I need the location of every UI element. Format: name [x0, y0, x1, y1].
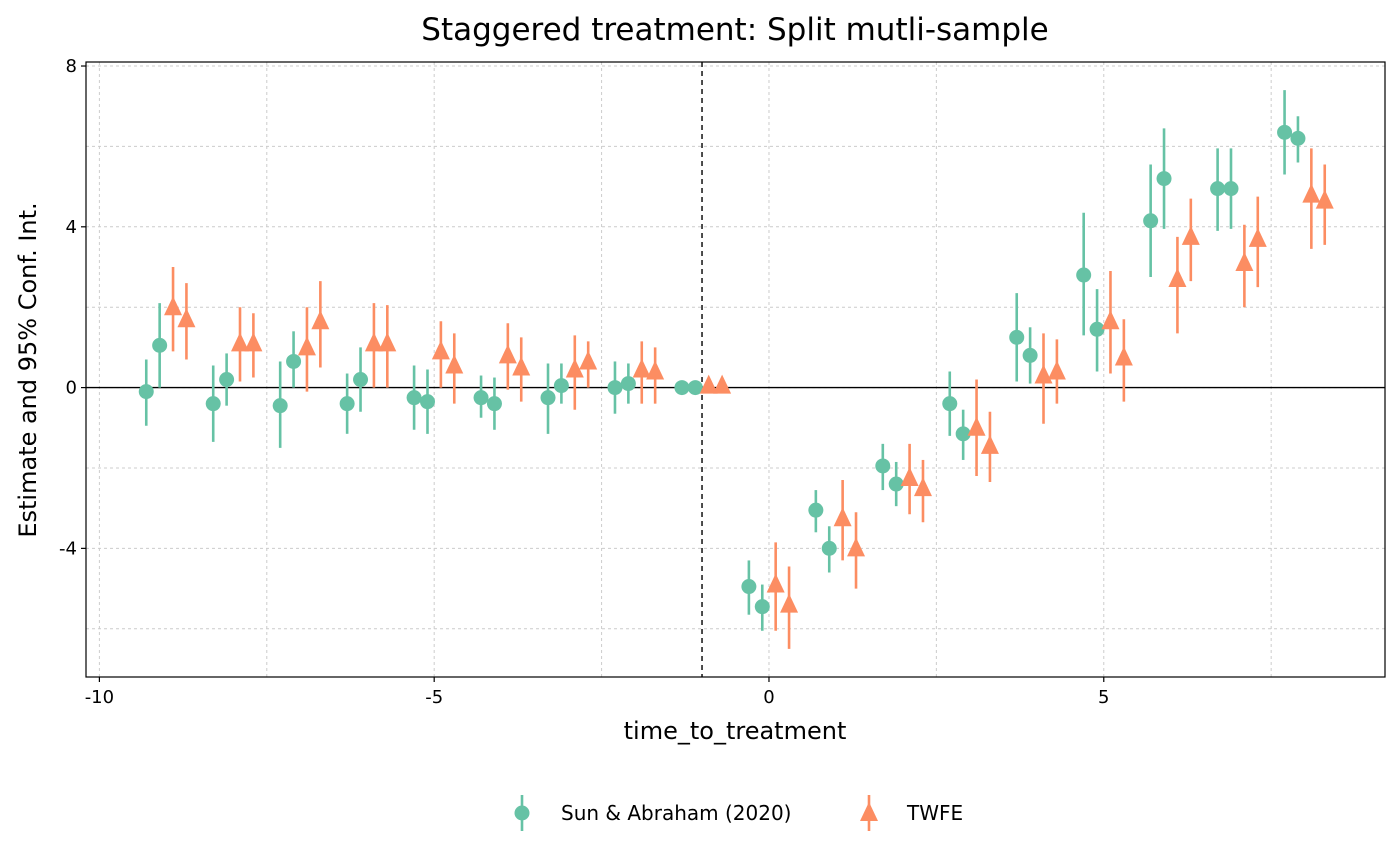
sa-point [286, 353, 302, 369]
twfe-point [1181, 225, 1200, 245]
twfe-point [364, 332, 383, 352]
x-axis-label: time_to_treatment [624, 717, 847, 745]
twfe-point [244, 332, 263, 352]
chart-title: Staggered treatment: Split mutli-sample [421, 12, 1048, 48]
sa-point [419, 394, 435, 410]
sa-point [1089, 321, 1105, 337]
twfe-point [565, 358, 584, 378]
twfe-point [297, 336, 316, 356]
twfe-point [900, 467, 919, 487]
sa-point [406, 390, 422, 406]
grid-lines [86, 62, 1385, 677]
twfe-point [164, 296, 183, 316]
twfe-point [431, 340, 450, 360]
sa-point [607, 380, 623, 396]
x-tick-label: -5 [425, 687, 443, 708]
twfe-point [1114, 346, 1133, 366]
sa-point [888, 476, 904, 492]
twfe-point [699, 374, 718, 394]
twfe-point [378, 332, 397, 352]
sa-point [821, 540, 837, 556]
sa-point [1277, 124, 1293, 140]
twfe-point [1235, 251, 1254, 271]
twfe-point [311, 310, 330, 330]
sa-point [486, 396, 502, 412]
twfe-point [766, 573, 785, 593]
plot-panel-border [85, 61, 1386, 678]
twfe-point [1248, 227, 1267, 247]
sa-point [219, 372, 235, 388]
twfe-point [1168, 268, 1187, 288]
sa-point [1009, 329, 1025, 345]
legend-label-twfe: TWFE [906, 801, 963, 825]
twfe-point [1302, 183, 1321, 203]
legend-label-sa: Sun & Abraham (2020) [561, 801, 792, 825]
twfe-point [445, 354, 464, 374]
y-axis: -4 0 4 8 [59, 56, 86, 559]
sa-point [553, 378, 569, 394]
twfe-point [847, 537, 866, 557]
sa-point [1022, 347, 1038, 363]
plot-panel-background [86, 62, 1385, 677]
sa-point [272, 398, 288, 414]
sa-point [620, 376, 636, 392]
twfe-point [231, 332, 250, 352]
legend-key-twfe-point [860, 802, 878, 821]
twfe-point [177, 308, 196, 328]
sa-point [687, 380, 703, 396]
sa-point [754, 599, 770, 615]
y-tick-label: -4 [59, 538, 77, 559]
twfe-point [913, 477, 932, 497]
data-marks [138, 90, 1334, 649]
y-axis-label: Estimate and 95% Conf. Int. [14, 202, 42, 537]
twfe-point [632, 358, 651, 378]
sa-point [741, 579, 757, 595]
twfe-point [833, 507, 852, 527]
twfe-point [1101, 310, 1120, 330]
reference-lines [86, 62, 1385, 677]
sa-point [205, 396, 221, 412]
x-axis: -10 -5 0 5 [85, 677, 1109, 708]
sa-point [1290, 130, 1306, 146]
y-tick-label: 8 [66, 56, 77, 77]
sa-point [674, 380, 690, 396]
sa-point [1210, 181, 1226, 197]
x-tick-label: 0 [763, 687, 774, 708]
twfe-point [646, 360, 665, 380]
twfe-point [967, 416, 986, 436]
legend-key-sa-point [514, 805, 530, 821]
sa-point [1076, 267, 1092, 283]
twfe-point [980, 434, 999, 454]
x-tick-label: -10 [85, 687, 114, 708]
legend: Sun & Abraham (2020) TWFE [514, 795, 963, 831]
sa-point [540, 390, 556, 406]
twfe-point [1034, 364, 1053, 384]
sa-point [138, 384, 154, 400]
sa-point [875, 458, 891, 474]
sa-point [1143, 213, 1159, 229]
sa-point [152, 337, 168, 353]
sa-point [1223, 181, 1239, 197]
twfe-point [512, 356, 531, 376]
y-tick-label: 0 [66, 378, 77, 399]
twfe-point [1315, 189, 1334, 209]
twfe-point [1047, 360, 1066, 380]
twfe-point [713, 374, 732, 394]
twfe-point [498, 344, 517, 364]
sa-point [808, 502, 824, 518]
x-tick-label: 5 [1098, 687, 1109, 708]
sa-point [473, 390, 489, 406]
twfe-point [780, 593, 799, 613]
twfe-point [579, 350, 598, 370]
sa-point [339, 396, 355, 412]
sa-point [942, 396, 958, 412]
sa-point [1156, 171, 1172, 187]
y-tick-label: 4 [66, 217, 77, 238]
sa-point [353, 372, 369, 388]
sa-point [955, 426, 971, 442]
